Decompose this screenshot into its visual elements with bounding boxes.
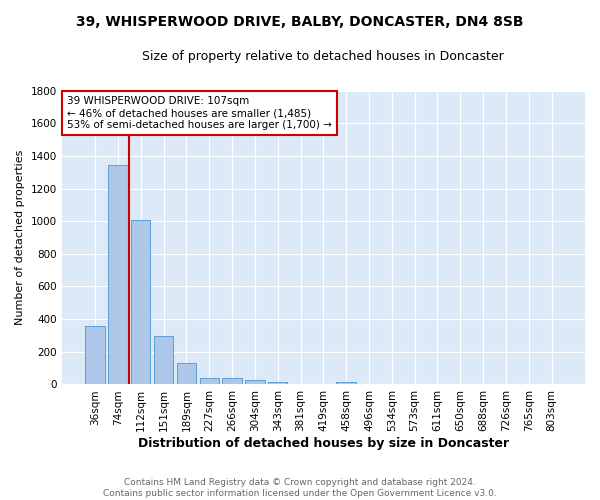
Bar xyxy=(200,378,219,384)
Title: Size of property relative to detached houses in Doncaster: Size of property relative to detached ho… xyxy=(142,50,504,63)
Bar xyxy=(337,382,356,384)
Text: Contains HM Land Registry data © Crown copyright and database right 2024.
Contai: Contains HM Land Registry data © Crown c… xyxy=(103,478,497,498)
Y-axis label: Number of detached properties: Number of detached properties xyxy=(15,150,25,325)
Bar xyxy=(177,363,196,384)
Bar xyxy=(268,382,287,384)
Text: 39 WHISPERWOOD DRIVE: 107sqm
← 46% of detached houses are smaller (1,485)
53% of: 39 WHISPERWOOD DRIVE: 107sqm ← 46% of de… xyxy=(67,96,332,130)
Text: 39, WHISPERWOOD DRIVE, BALBY, DONCASTER, DN4 8SB: 39, WHISPERWOOD DRIVE, BALBY, DONCASTER,… xyxy=(76,15,524,29)
Bar xyxy=(154,336,173,384)
Bar xyxy=(85,326,105,384)
Bar xyxy=(131,220,151,384)
Bar xyxy=(108,165,128,384)
Bar xyxy=(245,380,265,384)
X-axis label: Distribution of detached houses by size in Doncaster: Distribution of detached houses by size … xyxy=(138,437,509,450)
Bar xyxy=(223,378,242,384)
